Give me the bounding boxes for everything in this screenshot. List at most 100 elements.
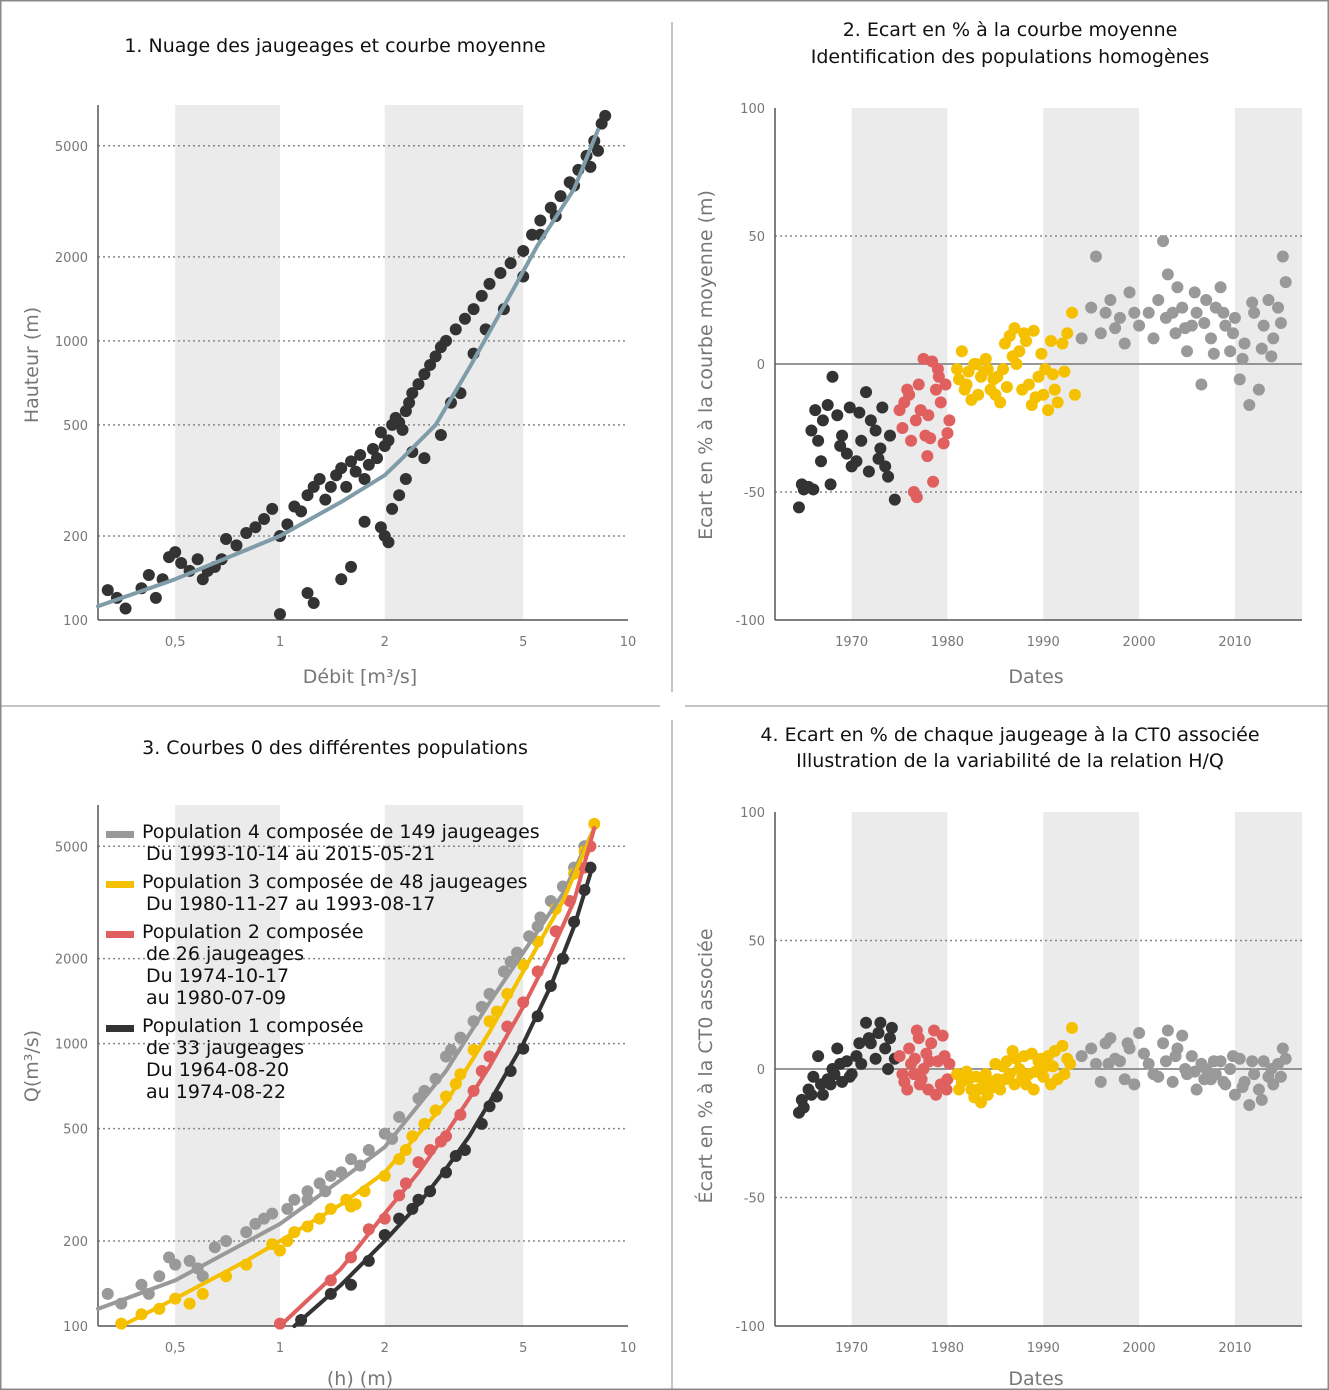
- panel-4-point-series-1: [824, 1078, 837, 1091]
- panel-2-point-series-2: [901, 383, 914, 396]
- panel-4-x-tick-label: 2000: [1123, 1341, 1156, 1356]
- panel-4-point-series-3: [1064, 1057, 1077, 1070]
- panel-2-point-series-3: [987, 373, 1000, 386]
- panel-3-point-series-1: [249, 1217, 262, 1230]
- panel-1-point: [319, 493, 332, 506]
- panel-2-point-series-3: [979, 352, 992, 365]
- panel-2-point-series-1: [826, 370, 839, 383]
- panel-1-point: [396, 423, 409, 436]
- panel-1-axes: [97, 105, 628, 621]
- panel-2-point-series-1: [855, 434, 868, 447]
- panel-3-legend-swatch: [106, 1025, 134, 1032]
- panel-2-point-series-1: [888, 493, 901, 506]
- panel-1-point: [393, 489, 406, 502]
- panel-3-legend-swatch: [106, 931, 134, 938]
- panel-4-point-series-4: [1176, 1029, 1189, 1042]
- panel-2-point-series-4: [1161, 268, 1174, 281]
- panel-2-ticks: 1970 1980 1990 2000 2010 -100 -50 0 50 100: [735, 102, 1251, 650]
- panel-2-point-series-2: [914, 404, 927, 417]
- panel-1-point: [324, 480, 337, 493]
- panel-2-x-tick-label: 2010: [1218, 635, 1251, 650]
- panel-1-x-tick-label: 5: [519, 635, 527, 650]
- panel-1-point: [592, 144, 605, 157]
- panel-2-point-series-1: [807, 483, 820, 496]
- panel-2-axes: [774, 108, 1302, 621]
- panel-3-axes: [97, 805, 628, 1327]
- panel-2-point-series-3: [958, 383, 971, 396]
- panel-4-point-series-1: [828, 1068, 841, 1081]
- panel-4-point-series-4: [1190, 1083, 1203, 1096]
- panel-2-point-series-4: [1272, 301, 1285, 314]
- panel-2-point-series-4: [1276, 250, 1289, 263]
- panel-3-legend: Population 4 composée de 149 jaugeagesDu…: [106, 821, 540, 1103]
- panel-2-point-series-4: [1228, 311, 1241, 324]
- panel-2-point-series-4: [1217, 306, 1230, 319]
- panel-3-legend-text: Du 1964-08-20: [146, 1059, 289, 1081]
- panel-4-point-series-3: [1029, 1065, 1042, 1078]
- panel-2-point-series-4: [1159, 311, 1172, 324]
- panel-2-point-series-1: [882, 470, 895, 483]
- panel-2-point-series-3: [1025, 398, 1038, 411]
- panel-1-point: [175, 557, 188, 570]
- panel-4-point-series-4: [1118, 1073, 1131, 1086]
- panel-2-point-series-4: [1176, 301, 1189, 314]
- panel-4-point-series-4: [1200, 1063, 1213, 1075]
- panel-2-point-series-2: [929, 383, 942, 396]
- panel-1-curves: [96, 127, 600, 609]
- panel-4-point-series-4: [1137, 1047, 1150, 1060]
- panel-2-point-series-3: [1044, 334, 1057, 347]
- panel-4-point-series-1: [879, 1042, 892, 1055]
- panel-2-point-series-3: [1000, 381, 1013, 394]
- panel-2-point-series-2: [927, 475, 940, 488]
- panel-4-point-series-4: [1209, 1068, 1222, 1081]
- panel-2-y-tick-label: 0: [757, 358, 765, 373]
- panel-1-mean-curve: [96, 127, 600, 609]
- panel-4-point-series-2: [910, 1024, 923, 1037]
- panel-1-point: [424, 358, 437, 371]
- panel-4-point-series-1: [807, 1070, 820, 1083]
- panel-2-point-series-4: [1181, 345, 1194, 358]
- panel-3-legend-text: Population 2 composée: [142, 921, 364, 943]
- panel-1-grid: [98, 145, 628, 537]
- panel-4-point-series-3: [1066, 1021, 1079, 1034]
- panel-4-point-series-4: [1236, 1080, 1249, 1093]
- panel-4-point-series-4: [1159, 1055, 1172, 1068]
- panel-4-point-series-1: [883, 1032, 896, 1045]
- panel-2-point-series-4: [1236, 352, 1249, 365]
- panel-2-point-series-3: [997, 363, 1010, 376]
- panel-2: 2. Ecart en % à la courbe moyenne Identi…: [695, 19, 1302, 688]
- panel-1-x-tick-label: 2: [381, 635, 389, 650]
- panel-1-point: [301, 489, 314, 502]
- panel-2-title: 2. Ecart en % à la courbe moyenne: [843, 19, 1178, 41]
- panel-1-y-tick-label: 2000: [55, 251, 88, 266]
- panel-2-point-series-1: [834, 439, 847, 452]
- panel-2-point-series-3: [994, 396, 1007, 409]
- panel-2-subtitle: Identification des populations homogènes: [811, 46, 1210, 68]
- panel-1-point: [313, 473, 326, 486]
- panel-4-point-series-4: [1179, 1063, 1192, 1075]
- panel-2-point-series-1: [843, 401, 856, 414]
- panel-3-legend-text: Du 1974-10-17: [146, 965, 289, 987]
- panel-3-point-series-1: [169, 1258, 182, 1271]
- panel-3-point-series-1: [240, 1226, 253, 1239]
- panel-3-x-axis-label: (h) (m): [327, 1368, 393, 1390]
- panel-1-y-tick-label: 100: [63, 614, 88, 629]
- panel-4-point-series-1: [805, 1088, 818, 1101]
- panel-2-point-series-4: [1246, 296, 1259, 309]
- panel-3-point-series-2: [273, 1244, 286, 1257]
- panel-1-point: [358, 515, 371, 528]
- panel-3-legend-text: Du 1993-10-14 au 2015-05-21: [146, 843, 435, 865]
- panel-4-point-series-1: [795, 1093, 808, 1106]
- panel-2-point-series-1: [816, 414, 829, 427]
- panel-4-point-series-3: [1044, 1078, 1057, 1091]
- panel-2-point-series-2: [905, 434, 918, 447]
- panel-4-point-series-3: [1016, 1070, 1029, 1083]
- panel-2-point-series-4: [1123, 286, 1136, 299]
- panel-4-point-series-1: [814, 1078, 827, 1091]
- panel-4-point-series-4: [1279, 1052, 1292, 1065]
- panel-2-point-series-1: [812, 434, 825, 447]
- panel-2-point-series-1: [853, 406, 866, 419]
- panel-1-point: [249, 521, 262, 534]
- panel-4-point-series-4: [1161, 1024, 1174, 1037]
- panel-2-point-series-1: [876, 401, 889, 414]
